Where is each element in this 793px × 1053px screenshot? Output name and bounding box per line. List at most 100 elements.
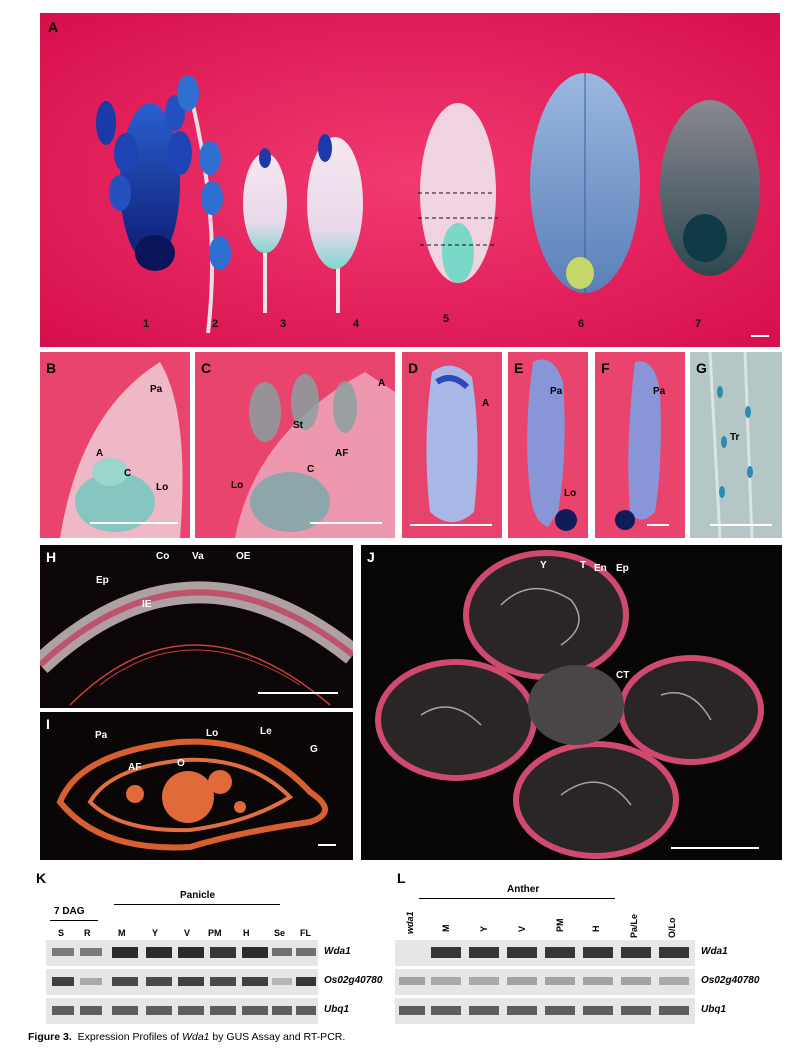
panel-i: I Pa Lo Le G AF O [40, 712, 353, 860]
panel-e: E Pa Lo [508, 352, 588, 538]
panel-f: F Pa [595, 352, 685, 538]
panel-c-image [195, 352, 395, 538]
gene-label: Wda1 [701, 946, 728, 957]
lane-label: Se [274, 928, 286, 938]
label-co: Co [156, 551, 170, 562]
scale-bar [647, 524, 669, 526]
scale-bar [710, 524, 772, 526]
label-oe: OE [236, 551, 251, 562]
group-label-anther: Anther [507, 884, 540, 895]
lane-label: PM [208, 928, 222, 938]
lane-label: H [243, 928, 250, 938]
scale-bar [258, 692, 338, 694]
specimen-7 [660, 100, 760, 276]
gene-label: Ubq1 [324, 1004, 349, 1015]
panel-h: H Co Va OE Ep IE [40, 545, 353, 708]
label-lo: Lo [156, 482, 169, 493]
label-ep: Ep [616, 563, 629, 574]
panel-letter-g: G [696, 360, 707, 376]
panel-g: G Tr [690, 352, 782, 538]
panel-l: L Anther wda1 M Y V PM H Pa/Le O/Lo [395, 868, 785, 1026]
label-a: A [378, 378, 386, 389]
scale-bar [751, 335, 769, 337]
label-y: Y [540, 560, 547, 571]
scale-bar [410, 524, 492, 526]
lane-label: Pa/Le [629, 913, 639, 938]
lane-label: PM [555, 918, 565, 933]
label-a: A [482, 398, 490, 409]
specimen-3 [243, 148, 287, 313]
gene-label: Os02g40780 [324, 975, 383, 986]
panel-h-image [40, 545, 353, 708]
panel-letter-b: B [46, 360, 57, 376]
lane-label: O/Lo [667, 917, 677, 939]
panel-letter-i: I [46, 716, 50, 732]
label-pa: Pa [653, 386, 666, 397]
group-label-7dag: 7 DAG [54, 906, 85, 917]
panel-a: A 1 2 3 4 5 6 7 [40, 13, 780, 347]
panel-letter-j: J [367, 549, 375, 565]
specimen-number: 5 [443, 313, 450, 325]
label-st: St [293, 420, 303, 431]
lane-label: FL [300, 928, 311, 938]
label-le: Le [260, 726, 272, 737]
panel-e-image [508, 352, 588, 538]
panel-b-image [40, 352, 190, 538]
specimen-number: 3 [280, 318, 287, 330]
group-underline [114, 904, 280, 905]
panel-letter-h: H [46, 549, 57, 565]
panel-g-image [690, 352, 782, 538]
panel-letter-l: L [397, 870, 406, 886]
specimen-4 [307, 134, 363, 313]
panel-k: K 7 DAG Panicle S R M Y V PM H Se FL [28, 868, 390, 1026]
label-lo: Lo [564, 488, 577, 499]
panel-letter-e: E [514, 360, 524, 376]
panel-j: J Y T En Ep CT [361, 545, 782, 860]
specimen-number: 7 [695, 318, 702, 330]
label-c: C [307, 464, 315, 475]
group-underline [419, 898, 615, 899]
scale-bar [318, 844, 336, 846]
label-af: AF [128, 762, 142, 773]
specimen-1 [96, 95, 192, 271]
figure-caption: Figure 3. Expression Profiles of Wda1 by… [28, 1031, 345, 1043]
specimen-6 [530, 73, 640, 293]
panel-letter-d: D [408, 360, 419, 376]
lane-label: M [118, 928, 126, 938]
label-pa: Pa [95, 730, 108, 741]
panel-d: D A [402, 352, 502, 538]
group-label-panicle: Panicle [180, 890, 216, 901]
specimen-number: 6 [578, 318, 585, 330]
panel-f-image [595, 352, 685, 538]
specimen-number: 1 [143, 318, 150, 330]
lane-label: S [58, 928, 65, 938]
panel-j-image [361, 545, 782, 860]
gene-label: Os02g40780 [701, 975, 760, 986]
panel-letter-k: K [36, 870, 47, 886]
caption-prefix: Figure 3. [28, 1031, 72, 1043]
lane-label: M [441, 924, 451, 933]
label-g: G [310, 744, 318, 755]
label-c: C [124, 468, 132, 479]
label-tr: Tr [730, 432, 740, 443]
panel-letter-a: A [48, 19, 59, 35]
lane-label: V [517, 925, 527, 932]
label-ie: IE [142, 599, 152, 610]
label-af: AF [335, 448, 349, 459]
label-pa: Pa [550, 386, 563, 397]
lane-label: R [84, 928, 91, 938]
specimen-2 [177, 75, 231, 334]
scale-bar [310, 522, 382, 524]
specimen-number: 2 [212, 318, 219, 330]
label-t: T [580, 560, 587, 571]
gene-label: Ubq1 [701, 1004, 726, 1015]
gel-k [46, 940, 318, 1024]
lane-label: wda1 [405, 911, 415, 934]
label-o: O [177, 758, 185, 769]
lane-label: Y [479, 925, 489, 932]
lane-label: Y [152, 928, 159, 938]
panel-a-image [40, 13, 780, 347]
gel-l [395, 940, 695, 1024]
specimen-number: 4 [353, 318, 360, 330]
label-pa: Pa [150, 384, 163, 395]
